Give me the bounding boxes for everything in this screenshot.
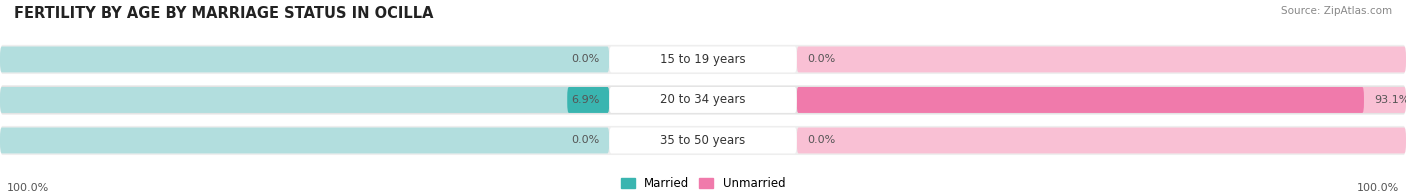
FancyBboxPatch shape	[797, 128, 1406, 153]
Text: 0.0%: 0.0%	[571, 135, 599, 145]
FancyBboxPatch shape	[0, 46, 609, 72]
FancyBboxPatch shape	[0, 128, 609, 153]
Text: 0.0%: 0.0%	[571, 54, 599, 64]
Text: 15 to 19 years: 15 to 19 years	[661, 53, 745, 66]
Text: 100.0%: 100.0%	[1357, 183, 1399, 193]
Text: 6.9%: 6.9%	[571, 95, 599, 105]
FancyBboxPatch shape	[567, 87, 609, 113]
Text: 35 to 50 years: 35 to 50 years	[661, 134, 745, 147]
Text: FERTILITY BY AGE BY MARRIAGE STATUS IN OCILLA: FERTILITY BY AGE BY MARRIAGE STATUS IN O…	[14, 6, 433, 21]
Text: 0.0%: 0.0%	[807, 54, 835, 64]
FancyBboxPatch shape	[797, 87, 1406, 113]
FancyBboxPatch shape	[797, 46, 1406, 72]
FancyBboxPatch shape	[609, 87, 797, 113]
FancyBboxPatch shape	[0, 45, 1406, 74]
Text: 20 to 34 years: 20 to 34 years	[661, 93, 745, 106]
Text: 93.1%: 93.1%	[1374, 95, 1406, 105]
FancyBboxPatch shape	[0, 126, 1406, 155]
FancyBboxPatch shape	[0, 85, 1406, 114]
Text: Source: ZipAtlas.com: Source: ZipAtlas.com	[1281, 6, 1392, 16]
FancyBboxPatch shape	[797, 87, 1364, 113]
Text: 100.0%: 100.0%	[7, 183, 49, 193]
Text: 0.0%: 0.0%	[807, 135, 835, 145]
Legend: Married, Unmarried: Married, Unmarried	[620, 177, 786, 190]
FancyBboxPatch shape	[609, 128, 797, 153]
FancyBboxPatch shape	[0, 87, 609, 113]
FancyBboxPatch shape	[609, 46, 797, 72]
